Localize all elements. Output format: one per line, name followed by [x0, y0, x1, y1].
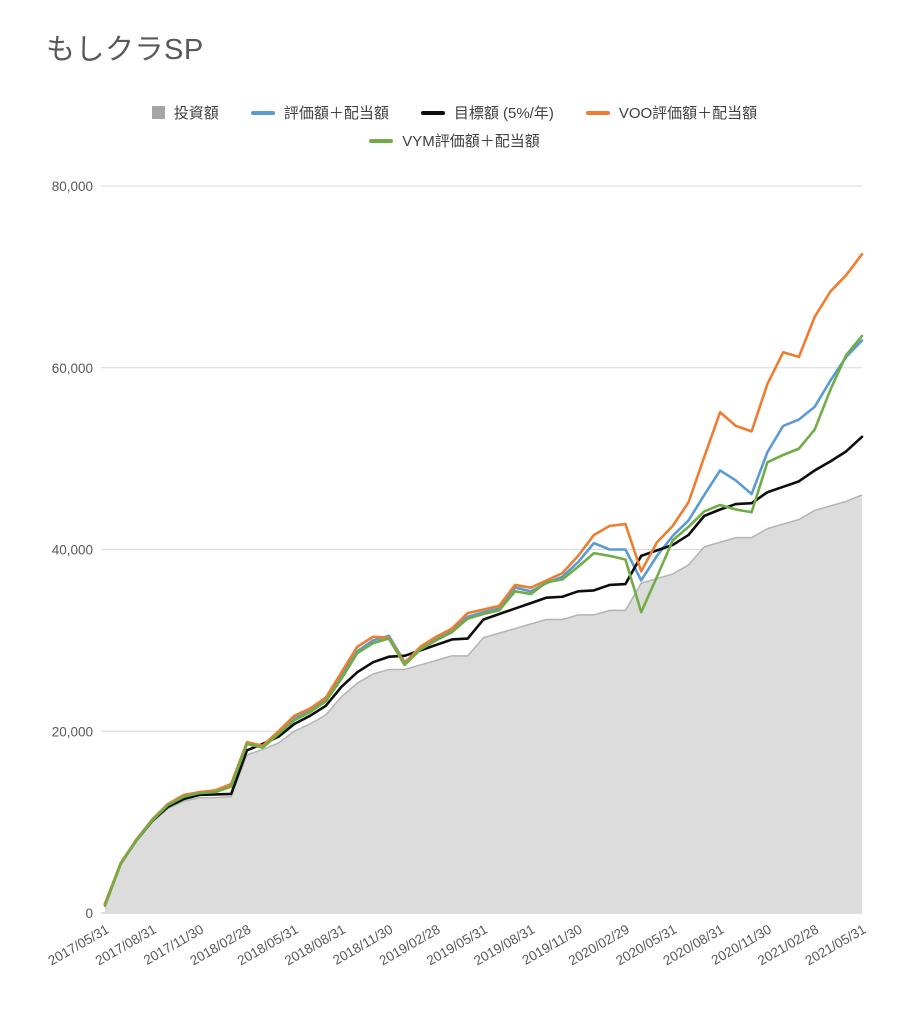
legend-label-target: 目標額 (5%/年) [453, 105, 554, 122]
series-line-3 [103, 334, 864, 908]
y-axis-tick-label: 40,000 [52, 543, 93, 558]
legend-label-valuation: 評価額＋配当額 [283, 105, 389, 122]
chart-title: もしクラSP [46, 34, 204, 66]
legend-item-invested: 投資額 [151, 102, 219, 123]
legend-item-target: 目標額 (5%/年) [420, 102, 554, 123]
y-axis-tick-label: 20,000 [52, 724, 93, 739]
y-axis-tick-label: 0 [85, 906, 93, 921]
invested-area-edge [104, 494, 863, 905]
legend-label-vym: VYM評価額＋配当額 [402, 133, 540, 150]
target-series-marker [420, 110, 445, 115]
invested-series-marker [151, 106, 165, 119]
valuation-series-marker [250, 110, 275, 115]
chart-legend: 投資額 評価額＋配当額 目標額 (5%/年) VOO評価額＋配当額 VYM評価額… [0, 102, 909, 151]
vym-series-marker [369, 138, 394, 143]
legend-item-voo: VOO評価額＋配当額 [585, 102, 758, 123]
invested-area [105, 494, 862, 913]
legend-item-valuation: 評価額＋配当額 [250, 102, 389, 123]
legend-item-vym: VYM評価額＋配当額 [369, 130, 540, 151]
series-line-1 [103, 435, 864, 906]
legend-row-1: 投資額 評価額＋配当額 目標額 (5%/年) VOO評価額＋配当額 [151, 102, 758, 123]
legend-label-voo: VOO評価額＋配当額 [618, 105, 758, 122]
y-axis-tick-label: 80,000 [52, 179, 93, 194]
legend-row-2: VYM評価額＋配当額 [369, 130, 540, 151]
y-axis-tick-label: 60,000 [52, 361, 93, 376]
legend-label-invested: 投資額 [173, 105, 219, 122]
voo-series-marker [585, 110, 610, 115]
